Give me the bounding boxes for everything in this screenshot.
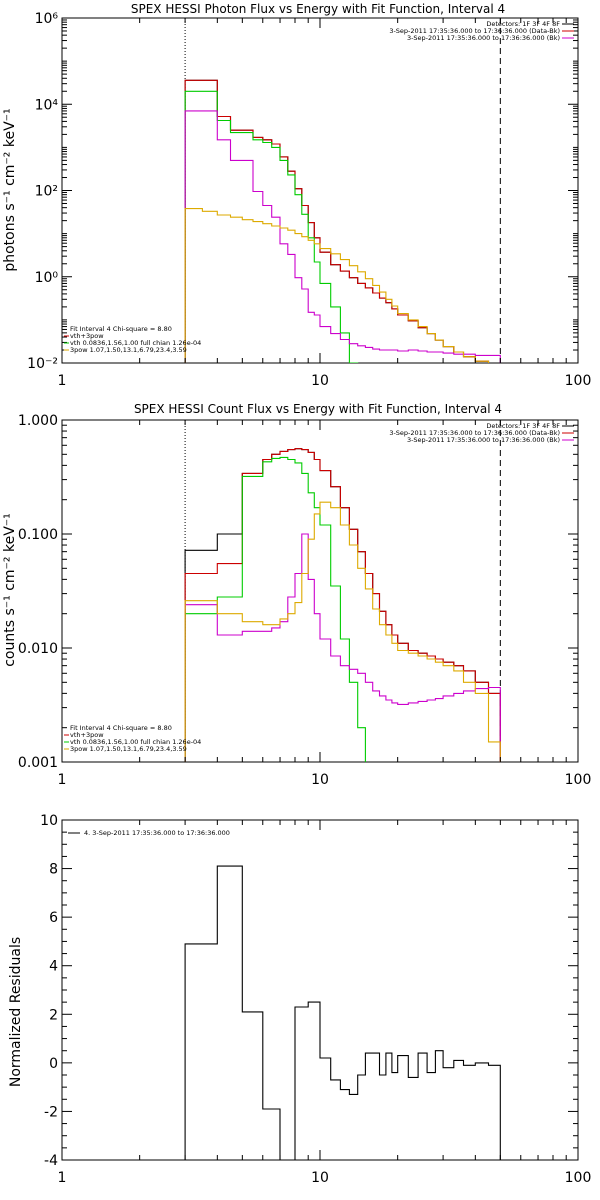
y-tick-label: -4	[44, 1153, 58, 1169]
panel2-plot-area	[61, 419, 579, 763]
y-tick-label: 10	[40, 813, 58, 829]
legend-topright-entry: 3-Sep-2011 17:35:36.000 to 17:36:36.000 …	[389, 27, 560, 35]
series-line-4	[184, 501, 501, 762]
panel1-legend: Detectors: 1F 3F 4F 8F3-Sep-2011 17:35:3…	[64, 20, 574, 354]
panel3-ylabel: Normalized Residuals	[8, 937, 24, 1087]
y-tick-label: 0	[49, 1056, 58, 1072]
x-tick-label: 100	[565, 373, 592, 389]
x-tick-label: 1	[58, 1170, 67, 1186]
y-tick-label: 4	[49, 959, 58, 975]
x-tick-label: 10	[311, 373, 329, 389]
series-line-0	[184, 79, 490, 363]
count-flux-panel: SPEX HESSI Count Flux vs Energy with Fit…	[2, 402, 591, 788]
y-tick-label: 6	[49, 910, 58, 926]
series-line-0	[184, 448, 501, 762]
series-group	[184, 79, 501, 363]
legend-bottomleft-entry: vth 0.0836,1.56,1.00 full chian 1.26e-04	[70, 738, 201, 746]
legend-bottomleft-entry: vth+3pow	[70, 332, 104, 340]
series-line-1	[184, 79, 490, 363]
y-tick-label: 2	[49, 1007, 58, 1023]
y-tick-label: 10⁶	[35, 11, 59, 27]
y-tick-label: 10²	[35, 184, 58, 200]
y-tick-label: 0.100	[18, 527, 58, 543]
y-tick-label: 10⁰	[35, 270, 59, 286]
panel1-ylabel: photons s⁻¹ cm⁻² keV⁻¹	[2, 108, 18, 271]
legend-bottomleft-entry: Fit Interval 4 Chi-square = 8.80	[70, 724, 172, 732]
series-line-1	[184, 448, 501, 762]
y-tick-label: 8	[49, 862, 58, 878]
legend-entry: 4. 3-Sep-2011 17:35:36.000 to 17:36:36.0…	[84, 829, 230, 837]
series-line-0	[184, 865, 501, 1160]
x-tick-label: 10	[311, 772, 329, 788]
series-group	[184, 865, 501, 1160]
panel1-title: SPEX HESSI Photon Flux vs Energy with Fi…	[131, 2, 505, 16]
panel2-legend: Detectors: 1F 3F 4F 8F3-Sep-2011 17:35:3…	[64, 422, 574, 753]
legend-bottomleft-entry: vth 0.0836,1.56,1.00 full chian 1.26e-04	[70, 339, 201, 347]
y-tick-label: 0.010	[18, 641, 58, 657]
series-line-2	[184, 456, 366, 762]
panel2-title: SPEX HESSI Count Flux vs Energy with Fit…	[134, 402, 502, 416]
panel1-ticks: 1 10 100 10⁻² 10⁰ 10² 10⁴ 10⁶	[27, 11, 591, 389]
panel3-ticks: 1 10 100 -4 -2 0 2 4 6 8 10	[40, 813, 591, 1186]
legend-bottomleft-entry: 3pow 1.07,1.50,13.1,6.79,23.4,3.59	[70, 346, 187, 354]
series-line-3	[184, 533, 501, 762]
legend-topright-entry: 3-Sep-2011 17:35:36.000 to 17:36:36.000 …	[407, 436, 560, 444]
panel1-plot-area	[61, 17, 579, 364]
panel2-ylabel: counts s⁻¹ cm⁻² keV⁻¹	[2, 513, 18, 667]
x-tick-label: 100	[565, 1170, 592, 1186]
x-tick-label: 100	[565, 772, 592, 788]
y-tick-label: 1.000	[18, 413, 58, 429]
x-tick-label: 1	[58, 772, 67, 788]
series-line-2	[184, 90, 359, 363]
panel3-plot-area	[61, 819, 579, 1161]
x-tick-label: 1	[58, 373, 67, 389]
series-line-4	[184, 208, 490, 363]
y-tick-label: -2	[44, 1104, 58, 1120]
legend-bottomleft-entry: Fit Interval 4 Chi-square = 8.80	[70, 325, 172, 333]
panel3-legend: 4. 3-Sep-2011 17:35:36.000 to 17:36:36.0…	[68, 829, 230, 837]
photon-flux-panel: SPEX HESSI Photon Flux vs Energy with Fi…	[2, 2, 591, 389]
y-tick-label: 10⁴	[35, 97, 59, 113]
legend-topright-entry: 3-Sep-2011 17:35:36.000 to 17:36:36.000 …	[389, 429, 560, 437]
legend-topright-entry: Detectors: 1F 3F 4F 8F	[486, 422, 560, 430]
series-line-3	[184, 110, 501, 363]
legend-bottomleft-entry: vth+3pow	[70, 731, 104, 739]
series-group	[184, 448, 501, 762]
panel2-ticks: 1 10 100 0.001 0.010 0.100 1.000	[18, 413, 591, 788]
legend-topright-entry: 3-Sep-2011 17:35:36.000 to 17:36:36.000 …	[407, 34, 560, 42]
legend-bottomleft-entry: 3pow 1.07,1.50,13.1,6.79,23.4,3.59	[70, 745, 187, 753]
legend-topright-entry: Detectors: 1F 3F 4F 8F	[486, 20, 560, 28]
y-tick-label: 10⁻²	[27, 356, 58, 372]
residuals-panel: Normalized Residuals 1 10 100 -4 -2 0 2 4 6 8 10 4…	[8, 813, 591, 1186]
y-tick-label: 0.001	[18, 755, 58, 771]
x-tick-label: 10	[311, 1170, 329, 1186]
